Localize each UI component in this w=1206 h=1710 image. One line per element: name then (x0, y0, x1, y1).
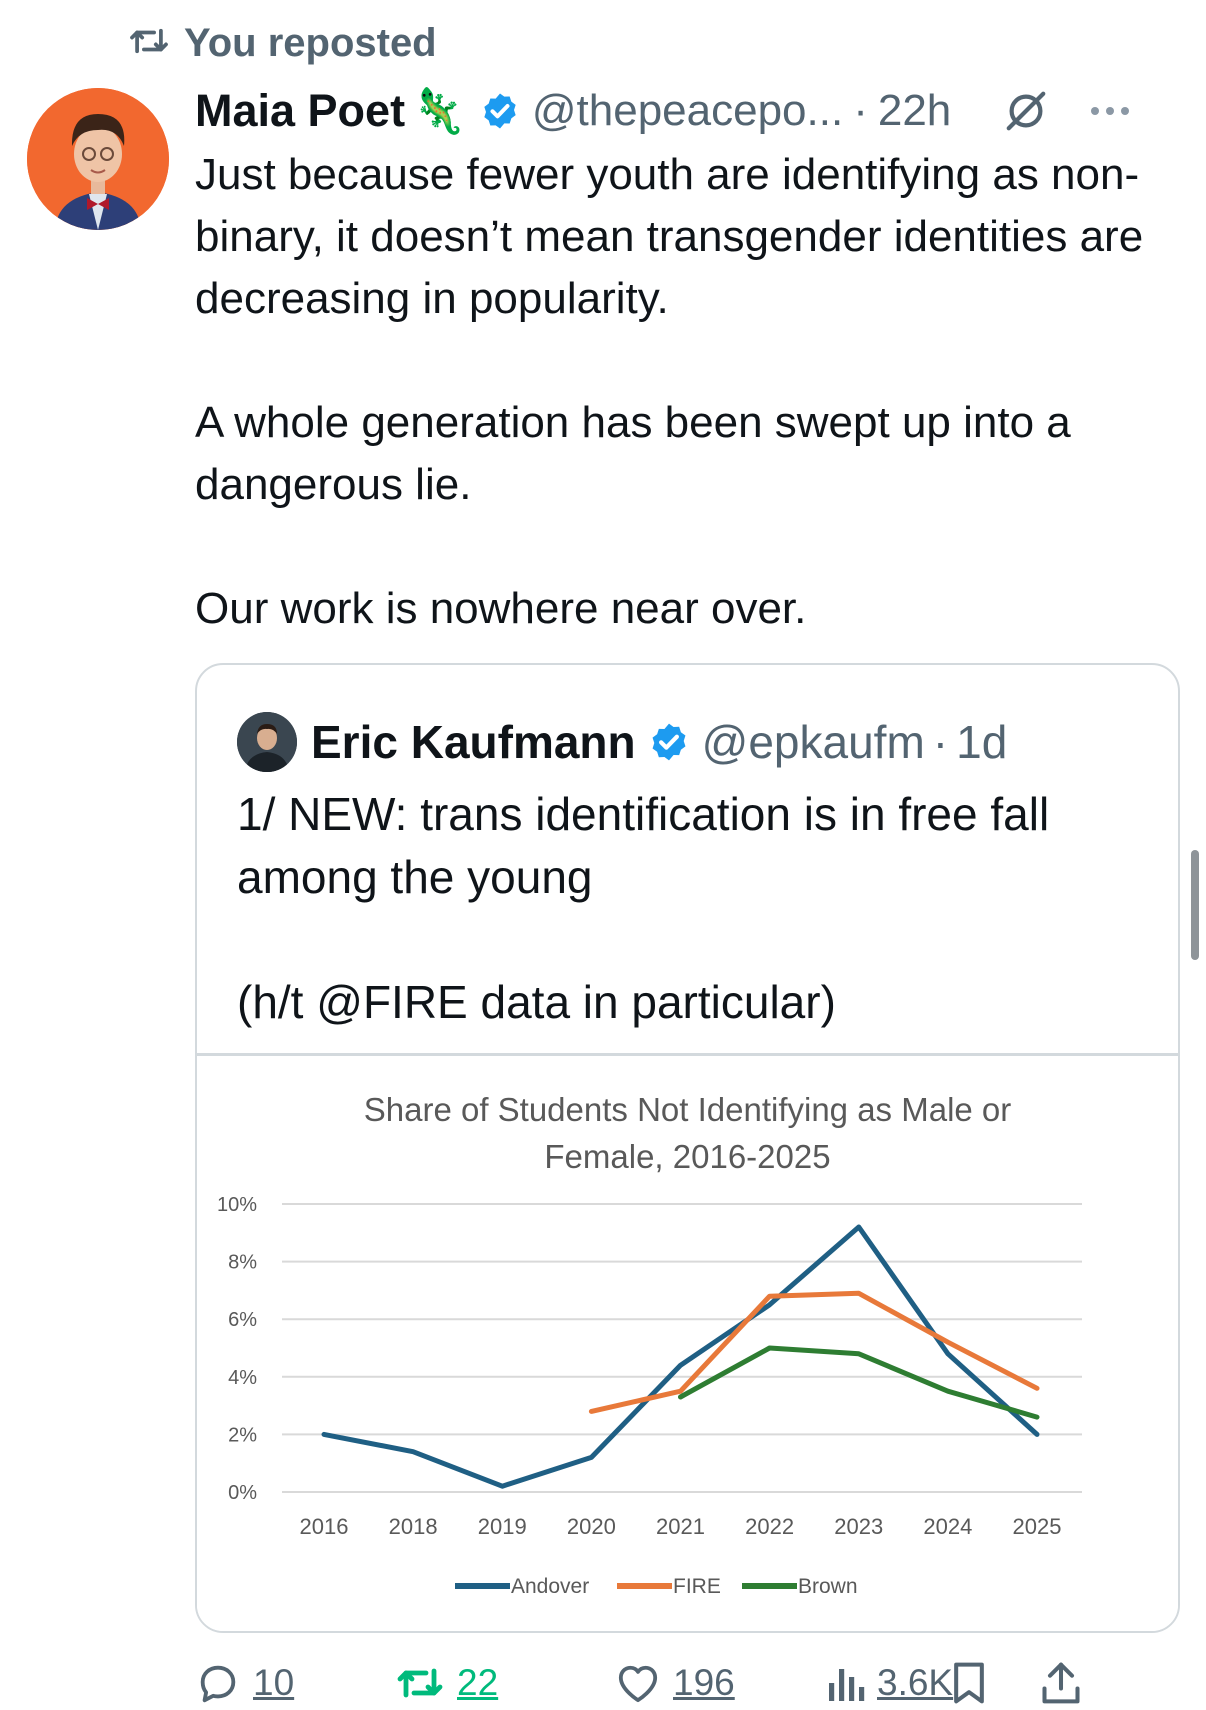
legend-label: FIRE (673, 1575, 721, 1598)
x-tick-label: 2023 (834, 1514, 883, 1539)
quoted-tweet[interactable]: Eric Kaufmann @epkaufm · 1d 1/ NEW: tran… (195, 663, 1180, 1633)
bookmark-button[interactable] (950, 1660, 988, 1706)
like-button[interactable]: 196 (615, 1660, 735, 1706)
author-emoji: 🦎 (411, 87, 466, 136)
y-tick-label: 10% (217, 1194, 257, 1216)
bookmark-icon (950, 1661, 988, 1705)
separator: · (853, 86, 868, 135)
x-tick-label: 2022 (745, 1514, 794, 1539)
chart-image[interactable]: Share of Students Not Identifying as Mal… (197, 1053, 1178, 1631)
x-tick-label: 2016 (300, 1514, 349, 1539)
repost-button[interactable]: 22 (395, 1660, 498, 1706)
chart-title-line: Female, 2016-2025 (544, 1138, 831, 1175)
author-name[interactable]: Maia Poet (195, 85, 406, 136)
series-line-brown (678, 1345, 1040, 1420)
reply-icon (195, 1660, 241, 1706)
views-count: 3.6K (877, 1662, 954, 1703)
chart-title: Share of Students Not Identifying as Mal… (197, 1086, 1178, 1180)
quote-text: 1/ NEW: trans identification is in free … (237, 783, 1137, 1034)
views-icon (825, 1663, 865, 1703)
repost-icon (395, 1663, 445, 1703)
series-line-andover (321, 1224, 1040, 1489)
views-button[interactable]: 3.6K (825, 1660, 953, 1706)
y-tick-label: 4% (228, 1367, 257, 1389)
series-line-fire (588, 1290, 1040, 1414)
quote-paragraph: 1/ NEW: trans identification is in free … (237, 788, 1050, 903)
quote-paragraph: (h/t @FIRE data in particular) (237, 976, 836, 1028)
tweet-paragraph: A whole generation has been swept up int… (195, 398, 1071, 509)
grok-icon[interactable] (1003, 88, 1049, 134)
avatar[interactable] (27, 88, 169, 230)
like-count: 196 (673, 1662, 735, 1703)
quote-avatar (237, 712, 297, 772)
legend-label: Andover (511, 1575, 589, 1598)
share-button[interactable] (1040, 1660, 1082, 1706)
line-chart: 10% 8% 6% 4% 2% 0% 2016 2018 2019 2020 2021 2022 202… (217, 1194, 1082, 1598)
quote-timestamp[interactable]: 1d (956, 716, 1008, 768)
repost-count: 22 (457, 1662, 499, 1703)
y-tick-label: 2% (228, 1424, 257, 1446)
chart-title-line: Share of Students Not Identifying as Mal… (363, 1091, 1012, 1128)
verified-badge-icon (648, 721, 690, 763)
x-tick-label: 2021 (656, 1514, 705, 1539)
x-tick-label: 2020 (567, 1514, 616, 1539)
separator: · (932, 716, 949, 768)
repost-label: You reposted (184, 20, 437, 65)
more-icon[interactable] (1089, 105, 1131, 117)
tweet-header: Maia Poet 🦎 @thepeacepo... · 22h (195, 78, 1185, 144)
reply-count: 10 (253, 1662, 295, 1703)
legend-label: Brown (798, 1575, 858, 1598)
y-tick-label: 6% (228, 1309, 257, 1331)
quote-header: Eric Kaufmann @epkaufm · 1d (237, 711, 1007, 773)
x-tick-label: 2024 (923, 1514, 972, 1539)
x-tick-label: 2018 (389, 1514, 438, 1539)
tweet-paragraph: Just because fewer youth are identifying… (195, 150, 1144, 323)
author-handle[interactable]: @thepeacepo... (531, 86, 844, 135)
x-tick-label: 2019 (478, 1514, 527, 1539)
quote-author-name[interactable]: Eric Kaufmann (311, 716, 636, 768)
tweet-paragraph: Our work is nowhere near over. (195, 584, 807, 633)
like-icon (615, 1662, 661, 1704)
scrollbar[interactable] (1191, 850, 1199, 960)
verified-badge-icon (480, 91, 520, 131)
y-tick-label: 0% (228, 1482, 257, 1504)
repost-icon (128, 24, 170, 63)
x-tick-label: 2025 (1013, 1514, 1062, 1539)
share-icon (1040, 1661, 1082, 1705)
reply-button[interactable]: 10 (195, 1660, 294, 1706)
quote-author-handle[interactable]: @epkaufm (701, 716, 925, 768)
repost-context[interactable]: You reposted (128, 18, 437, 68)
timestamp[interactable]: 22h (877, 86, 952, 135)
y-tick-label: 8% (228, 1252, 257, 1274)
action-bar: 10 22 196 3.6K (195, 1660, 1185, 1710)
tweet-text: Just because fewer youth are identifying… (195, 144, 1180, 640)
